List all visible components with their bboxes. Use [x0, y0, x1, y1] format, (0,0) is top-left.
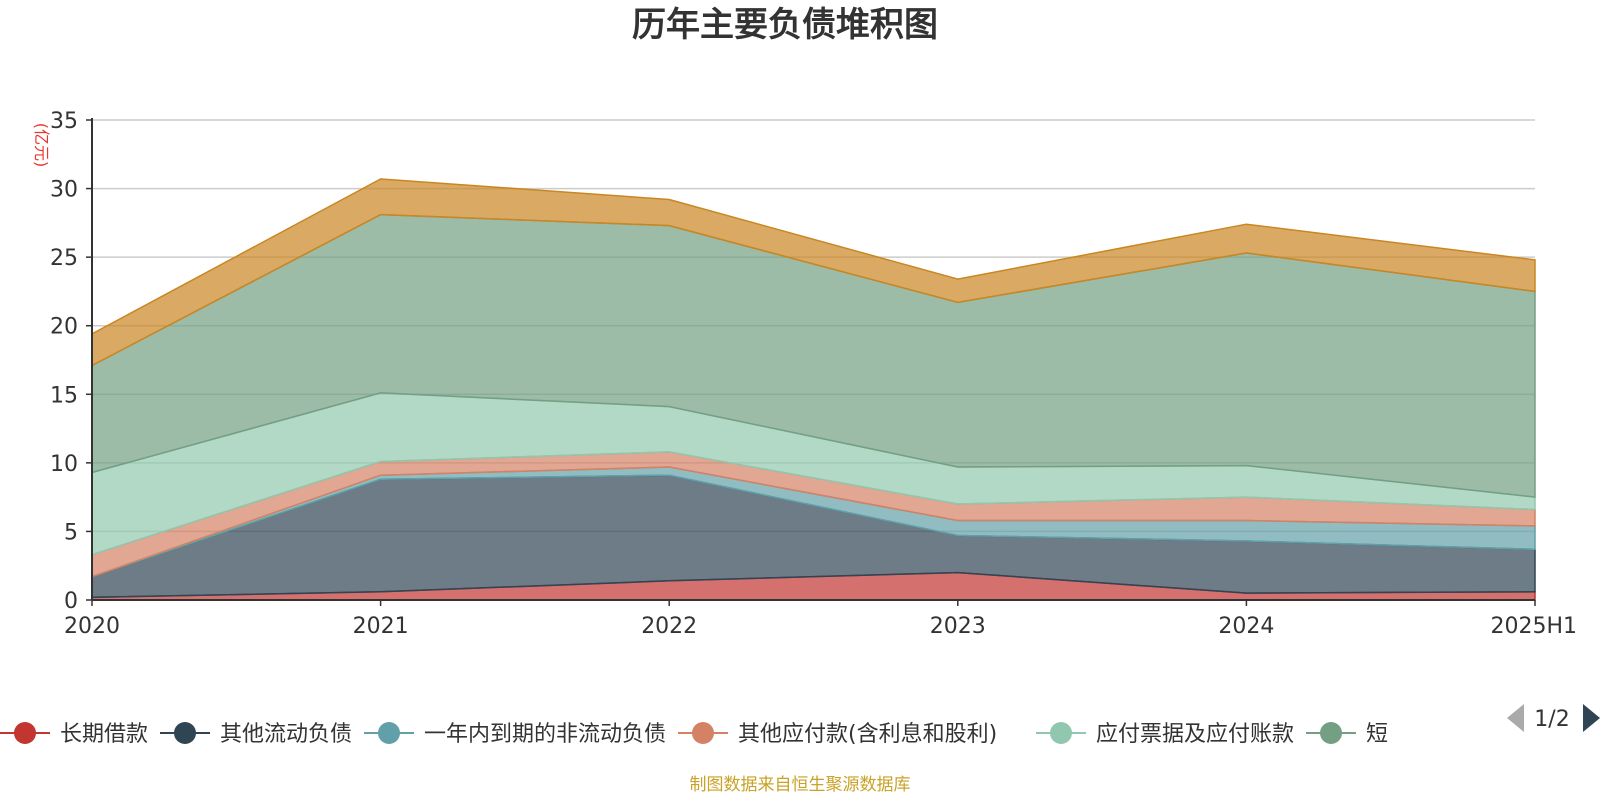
y-tick-label: 30	[50, 178, 78, 203]
legend-next-icon[interactable]	[1583, 704, 1600, 732]
y-tick-label: 25	[50, 246, 78, 271]
y-tick-label: 20	[50, 315, 78, 340]
axes: 0 5 10 15 20 25 30 35 2020 2021 2022 2023 2024 2025H1	[50, 109, 1577, 639]
y-tick-label: 10	[50, 452, 78, 477]
legend-marker-icon	[692, 722, 714, 744]
x-tick-label: 2025H1	[1490, 614, 1577, 639]
x-tick-label: 2020	[64, 614, 120, 639]
y-tick-label: 15	[50, 383, 78, 408]
legend-pager[interactable]: 1/2	[1507, 704, 1600, 732]
legend-item[interactable]: 应付票据及应付账款	[1036, 722, 1294, 747]
legend-label: 应付票据及应付账款	[1096, 722, 1294, 747]
x-tick-label: 2023	[930, 614, 986, 639]
legend-marker-icon	[378, 722, 400, 744]
legend-item[interactable]: 其他流动负债	[160, 722, 352, 747]
legend-marker-icon	[174, 722, 196, 744]
legend-item[interactable]: 长期借款	[0, 722, 148, 747]
y-axis-unit-label: (亿元)	[32, 123, 51, 168]
legend-page-indicator: 1/2	[1534, 707, 1569, 732]
legend-item[interactable]: 一年内到期的非流动负债	[364, 722, 666, 747]
y-tick-label: 0	[64, 589, 78, 614]
legend-marker-icon	[1320, 722, 1342, 744]
x-tick-label: 2024	[1218, 614, 1274, 639]
area-series-6[interactable]	[91, 178, 1536, 367]
legend-label: 短	[1366, 722, 1388, 747]
legend-label: 其他流动负债	[220, 722, 352, 747]
legend-marker-icon	[14, 722, 36, 744]
legend-marker-icon	[1050, 722, 1072, 744]
data-source-footer: 制图数据来自恒生聚源数据库	[690, 775, 911, 795]
legend-prev-icon[interactable]	[1507, 704, 1524, 732]
x-tick-label: 2021	[353, 614, 409, 639]
area-series[interactable]	[91, 178, 1536, 601]
legend-item[interactable]: 短	[1306, 722, 1388, 747]
chart-title: 历年主要负债堆积图	[632, 5, 938, 45]
legend-label: 长期借款	[60, 722, 148, 747]
legend[interactable]: 长期借款 其他流动负债 一年内到期的非流动负债 其他应付款(含利息和股利) 应付票据及应…	[0, 722, 1388, 747]
legend-item[interactable]: 其他应付款(含利息和股利)	[678, 722, 997, 747]
x-tick-label: 2022	[641, 614, 697, 639]
y-tick-label: 35	[50, 109, 78, 134]
legend-label: 其他应付款(含利息和股利)	[738, 722, 997, 747]
legend-label: 一年内到期的非流动负债	[424, 722, 666, 747]
y-tick-label: 5	[64, 520, 78, 545]
